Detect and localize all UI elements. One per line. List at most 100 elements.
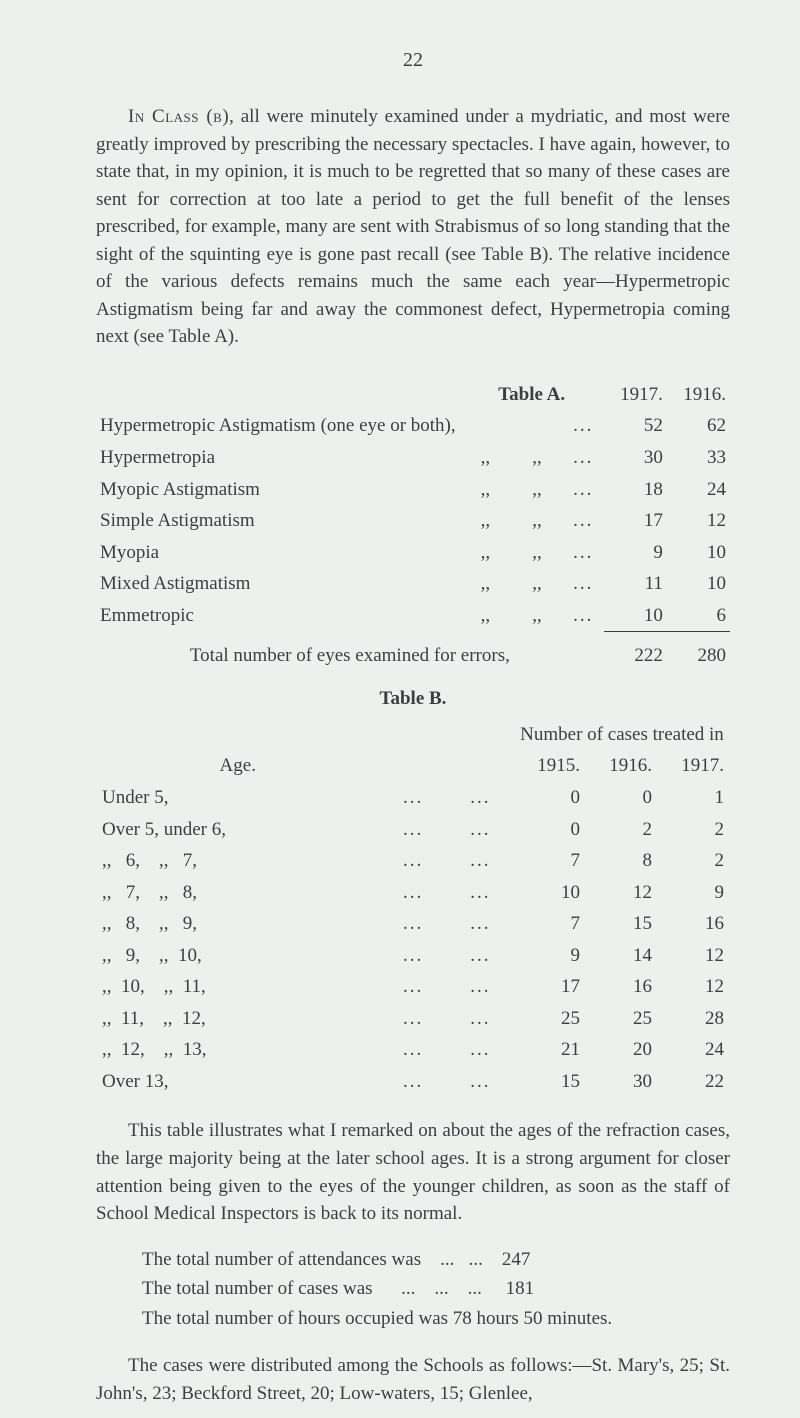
table-a-label: Hypermetropic Astigmatism (one eye or bo…: [96, 410, 460, 442]
table-b-label: ,, 12, ,, 13,: [96, 1034, 380, 1066]
dots: ...: [563, 474, 604, 506]
table-b-val-1915: 7: [514, 908, 586, 940]
table-a-row: Myopia,,,,...910: [96, 537, 730, 569]
hours-line: The total number of hours occupied was 7…: [142, 1305, 730, 1333]
table-a-row: Emmetropic,,,,...106: [96, 600, 730, 632]
table-a-label: Myopia: [96, 537, 460, 569]
table-b-val-1916: 8: [586, 845, 658, 877]
table-b-val-1916: 12: [586, 877, 658, 909]
paragraph-3: The cases were distributed among the Sch…: [96, 1352, 730, 1407]
table-b-val-1915: 0: [514, 814, 586, 846]
dots: ...: [563, 410, 604, 442]
ditto-mark: ,,: [511, 505, 563, 537]
table-a-label: Hypermetropia: [96, 442, 460, 474]
table-a-label: Mixed Astigmatism: [96, 568, 460, 600]
table-a-val-1917: 9: [604, 537, 667, 569]
dots: ...: [447, 1066, 514, 1098]
table-a-val-1916: 62: [667, 410, 730, 442]
dots: ...: [380, 971, 447, 1003]
table-b-val-1916: 16: [586, 971, 658, 1003]
table-a-row: Hypermetropic Astigmatism (one eye or bo…: [96, 410, 730, 442]
cases-label: The total number of cases was: [142, 1278, 373, 1299]
dots: ...: [380, 1003, 447, 1035]
table-a-year-1917: 1917.: [604, 379, 667, 411]
table-b-val-1917: 24: [658, 1034, 730, 1066]
dots: ...: [380, 1034, 447, 1066]
table-b-row: ,, 10, ,, 11,......171612: [96, 971, 730, 1003]
dots: ...: [380, 782, 447, 814]
table-a-row: Simple Astigmatism,,,,...1712: [96, 505, 730, 537]
table-a-title: Table A.: [460, 379, 604, 411]
table-b-age-label: Age.: [96, 750, 380, 782]
dots: ...: [447, 877, 514, 909]
table-b-row: ,, 8, ,, 9,......71516: [96, 908, 730, 940]
table-b-val-1917: 12: [658, 940, 730, 972]
table-b-val-1915: 0: [514, 782, 586, 814]
table-b-val-1915: 10: [514, 877, 586, 909]
table-b-val-1917: 12: [658, 971, 730, 1003]
table-b-val-1917: 1: [658, 782, 730, 814]
dots: ...: [447, 908, 514, 940]
table-b-val-1917: 28: [658, 1003, 730, 1035]
paragraph-2: This table illustrates what I remarked o…: [96, 1117, 730, 1227]
dots: ...: [447, 1034, 514, 1066]
dots: ...: [563, 442, 604, 474]
table-a: Table A. 1917. 1916. Hypermetropic Astig…: [96, 379, 730, 671]
table-a-val-1916: 12: [667, 505, 730, 537]
table-a-val-1916: 24: [667, 474, 730, 506]
cases-value: 181: [506, 1278, 535, 1299]
dots: ...: [380, 940, 447, 972]
table-a-val-1917: 30: [604, 442, 667, 474]
table-b-label: Under 5,: [96, 782, 380, 814]
table-a-val-1916: 10: [667, 568, 730, 600]
table-a-val-1917: 52: [604, 410, 667, 442]
table-b-val-1916: 2: [586, 814, 658, 846]
table-b-val-1915: 15: [514, 1066, 586, 1098]
table-b-label: ,, 9, ,, 10,: [96, 940, 380, 972]
ditto-mark: ,,: [460, 474, 512, 506]
table-a-row: Myopic Astigmatism,,,,...1824: [96, 474, 730, 506]
ditto-mark: ,,: [511, 474, 563, 506]
ditto-mark: [460, 410, 512, 442]
dots: ...: [447, 845, 514, 877]
table-a-val-1916: 6: [667, 600, 730, 632]
table-b-label: ,, 10, ,, 11,: [96, 971, 380, 1003]
ditto-mark: [511, 410, 563, 442]
dots: ...: [447, 940, 514, 972]
table-b-label: ,, 8, ,, 9,: [96, 908, 380, 940]
dots: ...: [563, 568, 604, 600]
table-b-label: Over 5, under 6,: [96, 814, 380, 846]
attendances-value: 247: [502, 1249, 531, 1270]
table-b-header: Number of cases treated in: [514, 719, 730, 751]
table-b-val-1917: 22: [658, 1066, 730, 1098]
table-a-total-1917: 222: [604, 632, 667, 672]
ditto-mark: ,,: [460, 505, 512, 537]
table-a-total-label: Total number of eyes examined for errors…: [96, 632, 604, 672]
table-b-val-1917: 16: [658, 908, 730, 940]
table-a-label: Emmetropic: [96, 600, 460, 632]
table-b-year-1915: 1915.: [514, 750, 586, 782]
table-b-val-1917: 2: [658, 814, 730, 846]
table-b-val-1916: 20: [586, 1034, 658, 1066]
ditto-mark: ,,: [460, 537, 512, 569]
table-b-val-1916: 15: [586, 908, 658, 940]
dots: ...: [563, 505, 604, 537]
table-b-row: ,, 7, ,, 8,......10129: [96, 877, 730, 909]
table-b-row: Over 5, under 6,......022: [96, 814, 730, 846]
table-b: Number of cases treated in Age. 1915. 19…: [96, 719, 730, 1098]
table-a-val-1916: 33: [667, 442, 730, 474]
table-a-val-1917: 18: [604, 474, 667, 506]
para1-lead: In Class (b): [128, 106, 229, 127]
ditto-mark: ,,: [460, 600, 512, 632]
table-b-year-1916: 1916.: [586, 750, 658, 782]
dots: ...: [380, 1066, 447, 1098]
table-a-total-1916: 280: [667, 632, 730, 672]
dots: ...: [380, 845, 447, 877]
ditto-mark: ,,: [511, 537, 563, 569]
table-a-val-1917: 10: [604, 600, 667, 632]
dots: ...: [447, 971, 514, 1003]
table-a-row: Mixed Astigmatism,,,,...1110: [96, 568, 730, 600]
table-b-label: ,, 7, ,, 8,: [96, 877, 380, 909]
paragraph-1: In Class (b), all were minutely examined…: [96, 103, 730, 351]
table-b-row: ,, 11, ,, 12,......252528: [96, 1003, 730, 1035]
